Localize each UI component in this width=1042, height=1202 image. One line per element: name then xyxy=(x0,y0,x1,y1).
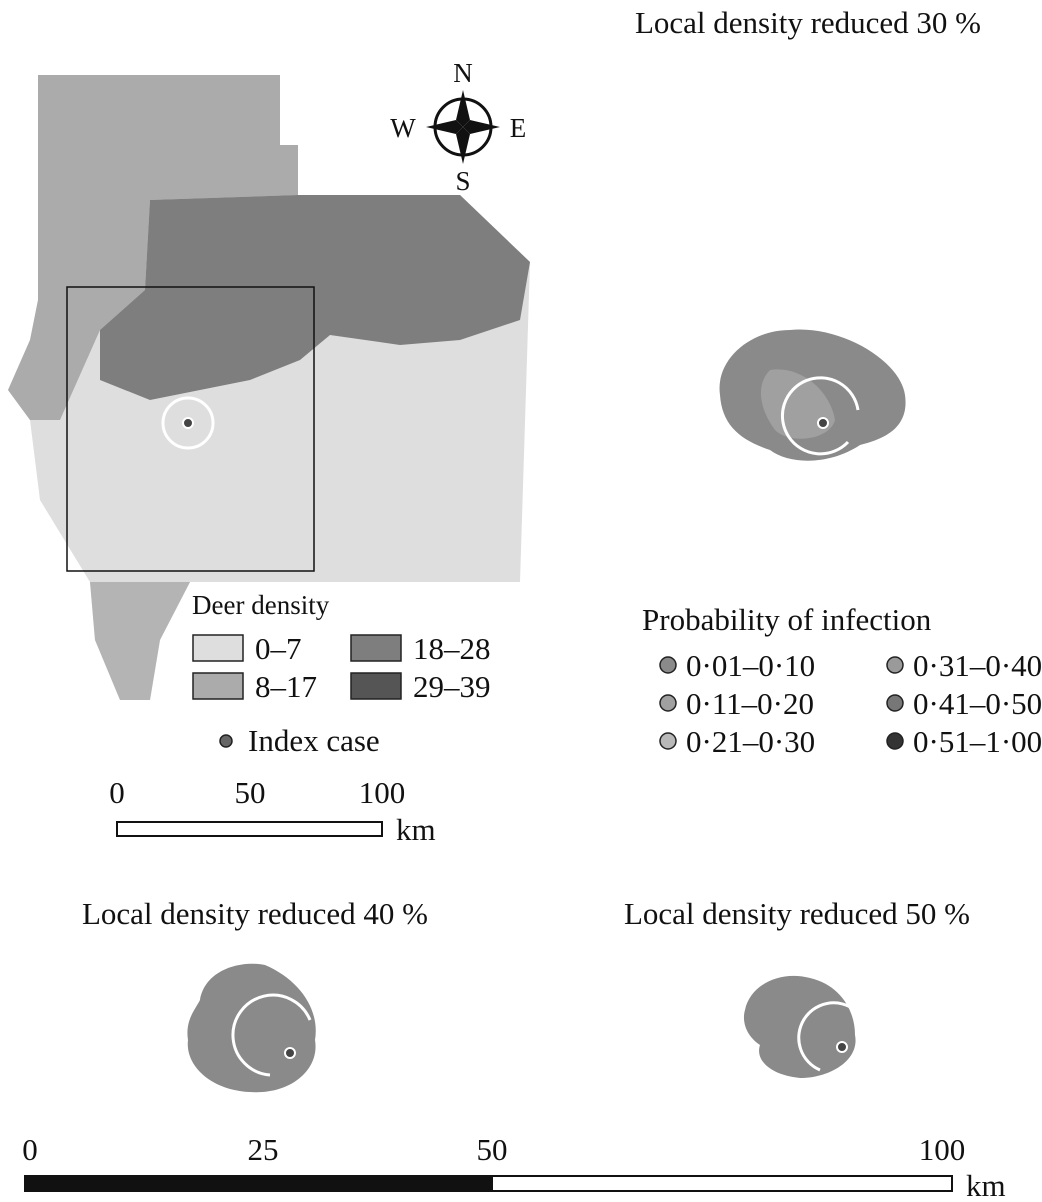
infection-30 xyxy=(719,329,906,461)
index-case-label: Index case xyxy=(248,723,380,758)
scale-label: 50 xyxy=(235,775,266,810)
panel-title: Local density reduced 40 % xyxy=(82,896,428,931)
legend-marker xyxy=(886,656,904,674)
compass-rose: N E S W xyxy=(390,58,526,196)
probability-legend: Probability of infection 0·01–0·100·11–0… xyxy=(642,602,1042,759)
legend-label: 0·11–0·20 xyxy=(686,686,814,721)
infection-40 xyxy=(187,963,316,1093)
legend-marker xyxy=(659,694,677,712)
legend-swatch xyxy=(192,634,244,662)
legend-title: Deer density xyxy=(192,590,330,620)
legend-label: 0·31–0·40 xyxy=(913,648,1042,683)
legend-label: 18–28 xyxy=(413,631,491,666)
compass-e: E xyxy=(510,113,527,143)
study-area-box xyxy=(66,286,315,572)
scale-label: 100 xyxy=(359,775,406,810)
legend-marker xyxy=(886,694,904,712)
legend-swatch xyxy=(192,672,244,700)
legend-label: 0·51–1·00 xyxy=(913,724,1042,759)
legend-swatch xyxy=(350,634,402,662)
panel-title: Local density reduced 30 % xyxy=(635,5,981,40)
scale-unit: km xyxy=(396,812,436,847)
index-case-point xyxy=(182,417,194,429)
legend-title: Probability of infection xyxy=(642,602,932,637)
legend-marker xyxy=(886,732,904,750)
map-region-high xyxy=(100,195,530,400)
compass-w: W xyxy=(390,113,416,143)
deer-density-map xyxy=(8,75,530,700)
map-region-medium xyxy=(8,75,298,420)
infection-50 xyxy=(743,975,856,1078)
deer-legend: Deer density Index case 0–78–17 18–2829–3… xyxy=(192,590,491,758)
compass-s: S xyxy=(455,166,470,196)
legend-label: 29–39 xyxy=(413,669,491,704)
scale-label: 0 xyxy=(22,1132,38,1167)
legend-label: 8–17 xyxy=(255,669,317,704)
legend-label: 0–7 xyxy=(255,631,302,666)
map-region-south xyxy=(90,582,190,700)
legend-marker xyxy=(659,732,677,750)
scale-label: 0 xyxy=(109,775,125,810)
legend-label: 0·41–0·50 xyxy=(913,686,1042,721)
scale-unit: km xyxy=(966,1168,1006,1202)
panel-title: Local density reduced 50 % xyxy=(624,896,970,931)
compass-n: N xyxy=(453,58,473,88)
legend-swatch xyxy=(350,672,402,700)
scale-label: 25 xyxy=(248,1132,279,1167)
legend-label: 0·01–0·10 xyxy=(686,648,815,683)
scale-label: 100 xyxy=(919,1132,966,1167)
legend-label: 0·21–0·30 xyxy=(686,724,815,759)
index-ring xyxy=(161,396,215,450)
legend-marker xyxy=(659,656,677,674)
scale-label: 50 xyxy=(477,1132,508,1167)
